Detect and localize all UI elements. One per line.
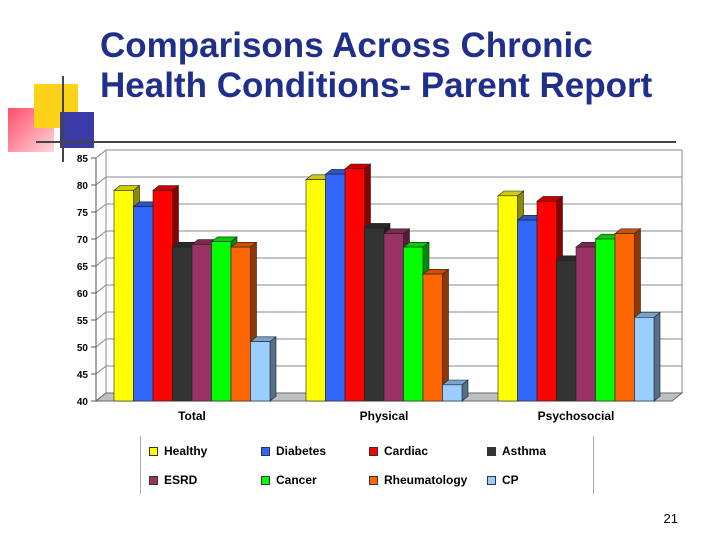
slide-title-line1: Comparisons Across Chronic	[100, 26, 593, 65]
legend-swatch	[369, 446, 378, 456]
legend-swatch	[149, 446, 158, 456]
legend-swatch	[261, 446, 270, 456]
legend-swatch	[261, 475, 270, 485]
y-tick-label: 40	[77, 397, 89, 408]
decorative-horizontal-line	[36, 141, 676, 143]
gridline-depth	[95, 365, 107, 375]
y-tick-label: 80	[77, 181, 89, 192]
legend-swatch	[487, 475, 496, 485]
bar-healthy-psychosocial	[497, 195, 518, 402]
legend-item-esrd: ESRD	[149, 473, 197, 487]
bar-cp-psychosocial	[634, 316, 655, 402]
legend-item-rheumatology: Rheumatology	[369, 473, 467, 487]
gridline-depth	[95, 338, 107, 348]
bar-cancer-physical	[403, 246, 424, 402]
legend-swatch	[369, 475, 378, 485]
y-tick-label: 65	[77, 262, 89, 273]
legend-swatch	[487, 446, 496, 456]
bar-asthma-psychosocial	[556, 260, 577, 402]
bar-esrd-total	[191, 244, 212, 402]
legend-item-asthma: Asthma	[487, 444, 546, 458]
bar-rheumatology-physical	[422, 273, 443, 402]
bar-rheumatology-psychosocial	[614, 233, 635, 402]
slide-title: Comparisons Across Chronic Health Condit…	[100, 26, 710, 106]
legend-label: Rheumatology	[384, 473, 468, 487]
bar-cardiac-psychosocial	[536, 200, 557, 402]
bar-esrd-physical	[383, 233, 404, 402]
slide-title-line2: Health Conditions- Parent Report	[100, 66, 653, 105]
y-tick-label: 60	[77, 289, 89, 300]
y-tick-label: 85	[77, 154, 89, 165]
gridline-depth	[95, 149, 107, 159]
y-tick-label: 45	[77, 370, 89, 381]
legend-item-cp: CP	[487, 473, 519, 487]
bar-side	[653, 311, 661, 402]
gridline-depth	[95, 203, 107, 213]
legend-label: CP	[502, 473, 519, 487]
gridline-depth	[95, 230, 107, 240]
legend-label: Diabetes	[276, 444, 327, 458]
y-tick-label: 70	[77, 235, 89, 246]
bar-healthy-total	[113, 190, 134, 402]
x-category-label: Psychosocial	[538, 409, 615, 423]
bar-diabetes-physical	[325, 173, 346, 402]
decorative-vertical-line	[62, 76, 64, 162]
legend-label: ESRD	[164, 473, 198, 487]
bar-healthy-physical	[305, 179, 326, 402]
bar-diabetes-total	[133, 206, 154, 402]
gridline-depth	[95, 284, 107, 294]
bar-cancer-psychosocial	[595, 238, 616, 402]
x-category-label: Physical	[360, 409, 409, 423]
gridline-depth	[95, 257, 107, 267]
bar-cp-total	[250, 341, 271, 402]
y-tick-label: 75	[77, 208, 89, 219]
y-tick-label: 50	[77, 343, 89, 354]
bar-asthma-total	[172, 246, 193, 402]
gridline-depth	[95, 311, 107, 321]
chart-legend: Healthy Diabetes Cardiac Asthma ESRD Cancer Rh…	[140, 436, 594, 494]
bar-asthma-physical	[364, 227, 385, 402]
legend-label: Cardiac	[384, 444, 429, 458]
bar-diabetes-psychosocial	[517, 219, 538, 402]
bar-cardiac-physical	[344, 168, 365, 402]
bar-side	[269, 336, 277, 402]
bar-cp-physical	[442, 384, 463, 402]
x-category-label: Total	[178, 409, 206, 423]
bar-rheumatology-total	[230, 246, 251, 402]
bar-cancer-total	[211, 241, 232, 402]
legend-label: Cancer	[276, 473, 317, 487]
legend-item-diabetes: Diabetes	[261, 444, 326, 458]
y-tick-label: 55	[77, 316, 89, 327]
bar-esrd-psychosocial	[575, 246, 596, 402]
legend-swatch	[149, 475, 158, 485]
page-number: 21	[663, 511, 678, 526]
gridline-depth	[95, 176, 107, 186]
bar-cardiac-total	[152, 190, 173, 402]
legend-label: Healthy	[164, 444, 208, 458]
legend-item-cancer: Cancer	[261, 473, 317, 487]
legend-item-cardiac: Cardiac	[369, 444, 428, 458]
legend-item-healthy: Healthy	[149, 444, 207, 458]
legend-label: Asthma	[502, 444, 547, 458]
